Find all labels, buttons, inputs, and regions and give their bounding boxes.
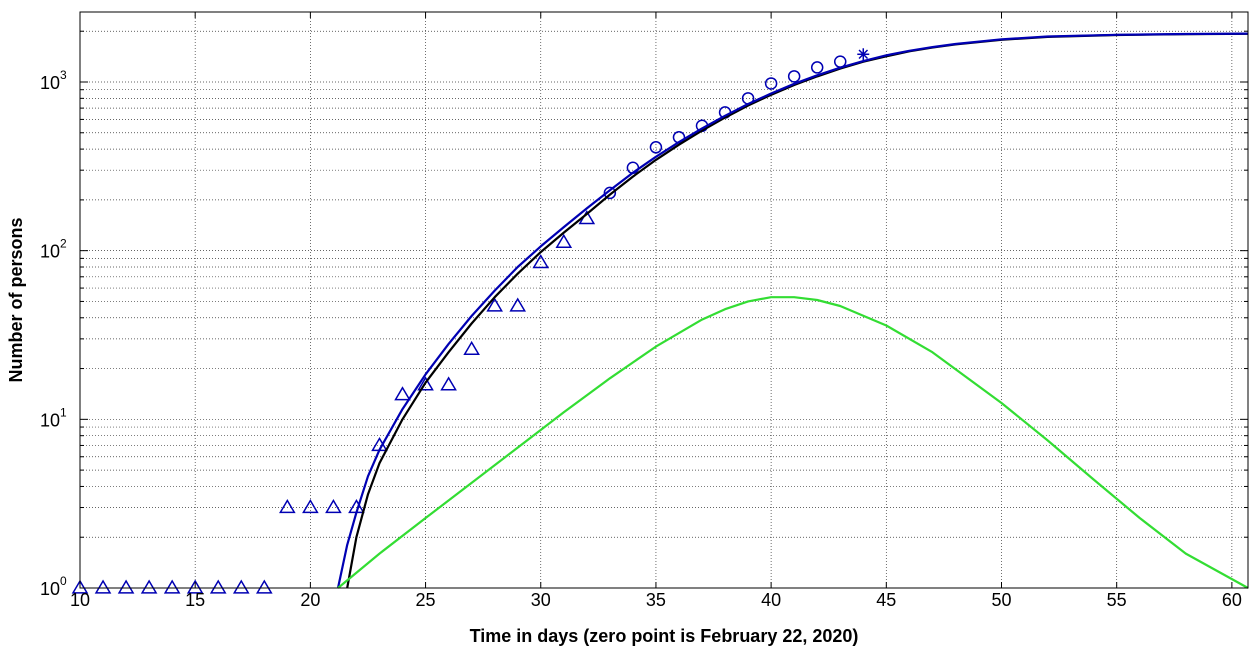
plot-frame <box>79 11 1249 589</box>
x-tick-label: 35 <box>646 590 666 610</box>
triangle-marker <box>209 579 227 594</box>
triangle-marker <box>555 233 573 249</box>
triangle-marker <box>486 297 503 312</box>
series-4 <box>336 32 1249 589</box>
x-tick-label: 60 <box>1222 590 1242 610</box>
y-tick-label: 10 <box>40 579 60 599</box>
triangle-marker <box>232 579 250 594</box>
triangle-marker <box>71 579 89 594</box>
triangle-marker <box>440 376 457 391</box>
triangle-marker <box>394 386 411 401</box>
triangle-marker <box>302 499 319 514</box>
x-tick-label: 30 <box>531 590 551 610</box>
y-tick-exponent: 2 <box>60 237 67 251</box>
y-tick-label: 10 <box>40 410 60 430</box>
y-tick-label: 10 <box>40 73 60 93</box>
y-tick-exponent: 3 <box>60 68 67 82</box>
circle-marker <box>787 70 801 83</box>
y-axis-label: Number of persons <box>6 217 26 382</box>
triangle-marker <box>509 297 527 312</box>
triangle-marker <box>163 579 181 594</box>
x-tick-label: 10 <box>70 590 90 610</box>
series-line <box>337 296 1249 589</box>
triangle-marker <box>140 579 158 594</box>
circle-marker <box>603 186 617 200</box>
ticks <box>79 12 1248 589</box>
x-tick-label: 50 <box>991 590 1011 610</box>
triangle-marker <box>279 499 296 514</box>
y-tick-exponent: 1 <box>60 405 67 419</box>
grid <box>80 12 1248 588</box>
circle-marker <box>764 77 778 90</box>
triangle-marker <box>255 579 273 594</box>
series-line <box>336 32 1249 589</box>
triangle-marker <box>117 579 135 594</box>
series-5 <box>337 296 1249 589</box>
triangle-marker <box>325 499 342 514</box>
series-layer <box>71 32 1249 594</box>
y-tick-exponent: 0 <box>60 574 67 588</box>
triangle-marker <box>417 376 434 391</box>
series-2 <box>857 48 870 61</box>
x-axis-label: Time in days (zero point is February 22,… <box>470 626 859 646</box>
x-tick-label: 20 <box>300 590 320 610</box>
y-tick-label: 10 <box>40 242 60 262</box>
series-0 <box>71 210 596 594</box>
x-tick-label: 15 <box>185 590 205 610</box>
triangle-marker <box>186 579 204 594</box>
triangle-marker <box>463 340 480 355</box>
x-tick-label: 25 <box>416 590 436 610</box>
x-tick-label: 45 <box>876 590 896 610</box>
x-tick-label: 40 <box>761 590 781 610</box>
triangle-marker <box>94 579 112 594</box>
circle-marker <box>649 141 663 154</box>
x-tick-label: 55 <box>1107 590 1127 610</box>
star-marker-stroke <box>858 49 869 60</box>
triangle-marker <box>532 254 550 269</box>
circle-marker <box>810 61 824 74</box>
